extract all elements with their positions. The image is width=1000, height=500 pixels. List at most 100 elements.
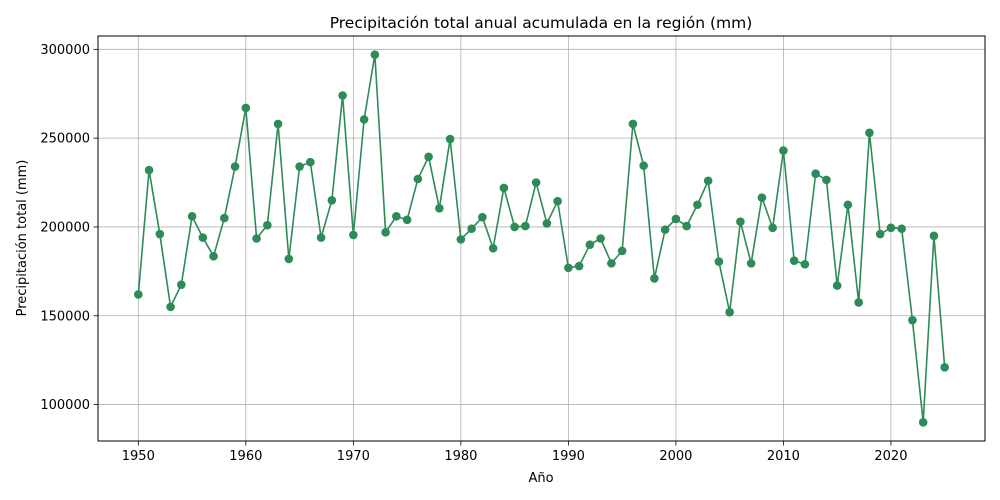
data-point — [220, 213, 229, 223]
data-point — [725, 307, 734, 317]
data-point — [445, 134, 455, 144]
data-point — [596, 234, 605, 243]
data-point — [779, 146, 788, 155]
data-point — [929, 231, 939, 241]
y-tick-label: 150000 — [40, 309, 90, 324]
data-point — [402, 215, 412, 225]
data-point — [822, 175, 831, 185]
data-point — [488, 243, 498, 253]
data-point — [542, 219, 552, 228]
data-point — [564, 263, 573, 273]
data-point — [693, 200, 702, 210]
data-point — [456, 235, 466, 244]
data-point — [198, 233, 208, 242]
data-point — [746, 259, 756, 268]
data-point — [832, 281, 842, 290]
data-point — [918, 418, 928, 427]
data-point — [510, 222, 519, 232]
data-point — [177, 280, 186, 289]
x-tick-label: 2020 — [874, 449, 907, 464]
x-tick-label: 1950 — [122, 449, 155, 464]
x-tick-label: 1980 — [444, 449, 477, 464]
data-point — [435, 204, 444, 213]
data-point — [273, 119, 283, 129]
data-point — [327, 196, 337, 205]
data-point — [682, 221, 691, 231]
data-point — [714, 257, 724, 266]
y-axis-label: Precipitación total (mm) — [15, 160, 30, 317]
axis-ticks: 1950 1960 1970 1980 1990 2000 2010 2020 100000 15… — [40, 43, 907, 464]
data-point — [241, 103, 251, 113]
data-points — [134, 50, 949, 427]
data-point — [650, 274, 659, 283]
data-point — [617, 246, 627, 256]
data-point — [144, 165, 154, 175]
x-tick-label: 2010 — [767, 449, 800, 464]
data-point — [134, 290, 143, 299]
data-point — [607, 259, 616, 268]
data-point — [467, 224, 476, 234]
data-point — [736, 217, 745, 226]
data-point — [585, 240, 595, 250]
data-point — [252, 234, 261, 243]
plot-frame — [97, 35, 986, 442]
data-point — [306, 157, 315, 167]
data-point — [413, 174, 423, 184]
data-point — [865, 128, 874, 138]
series-line — [137, 53, 946, 424]
data-point — [639, 161, 648, 170]
data-point — [875, 229, 885, 239]
data-point — [703, 176, 713, 186]
data-point — [908, 315, 917, 325]
data-point — [284, 254, 294, 264]
data-point — [392, 211, 401, 221]
data-point — [295, 162, 304, 171]
chart-title: Precipitación total anual acumulada en l… — [330, 14, 753, 32]
data-point — [940, 362, 949, 372]
data-point — [660, 225, 670, 234]
y-tick-label: 100000 — [40, 398, 90, 413]
data-point — [209, 251, 218, 261]
data-point — [155, 229, 165, 239]
x-tick-label: 1960 — [229, 449, 262, 464]
data-point — [381, 227, 390, 237]
data-point — [886, 223, 896, 233]
x-tick-label: 1970 — [337, 449, 370, 464]
data-point — [424, 152, 433, 162]
data-point — [811, 169, 820, 178]
data-point — [574, 261, 584, 271]
data-point — [230, 162, 240, 171]
data-point — [671, 214, 681, 224]
series-line-group — [137, 53, 946, 424]
x-tick-label: 2000 — [659, 449, 692, 464]
data-point — [338, 91, 347, 100]
data-point — [359, 115, 369, 124]
data-point — [499, 183, 509, 193]
data-point — [553, 196, 562, 206]
data-point — [166, 302, 175, 312]
data-point — [263, 220, 272, 230]
x-axis-label: Año — [528, 471, 553, 486]
y-tick-label: 300000 — [40, 43, 90, 58]
y-tick-label: 200000 — [40, 220, 90, 235]
data-point — [897, 224, 906, 234]
data-point — [768, 223, 777, 233]
data-point — [187, 211, 197, 221]
data-point — [854, 298, 863, 307]
data-point — [757, 193, 767, 202]
data-point — [521, 221, 530, 231]
data-point — [478, 212, 487, 222]
data-point — [370, 50, 380, 59]
data-point — [843, 200, 853, 210]
data-point — [349, 230, 358, 240]
grid — [98, 36, 985, 441]
data-point — [800, 259, 810, 269]
data-point — [316, 233, 326, 242]
y-tick-label: 250000 — [40, 132, 90, 147]
data-point — [628, 119, 638, 129]
data-point — [789, 256, 799, 266]
data-point — [531, 178, 541, 187]
x-tick-label: 1990 — [552, 449, 585, 464]
